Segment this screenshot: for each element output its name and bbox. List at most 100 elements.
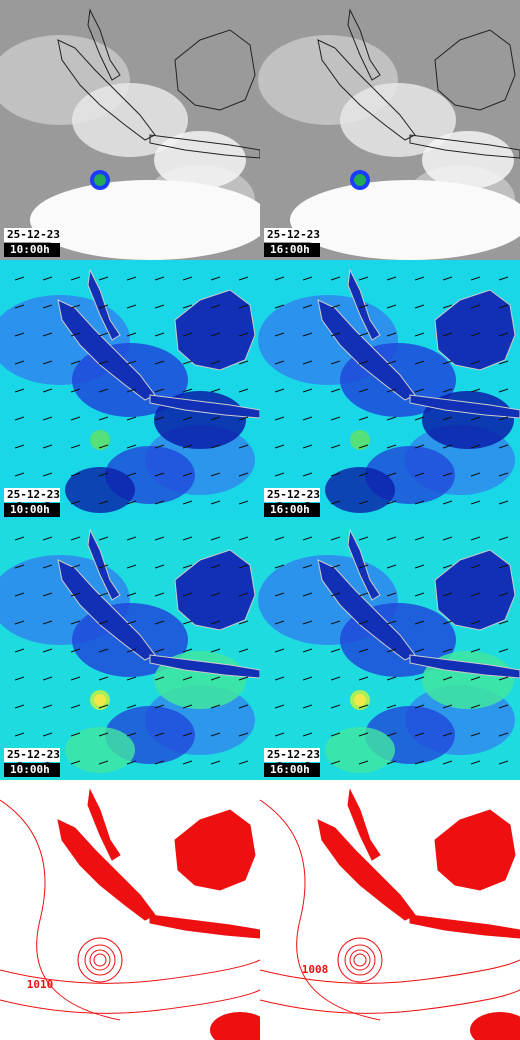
wind-arrow — [386, 500, 397, 505]
wind-arrow — [154, 620, 165, 625]
wind-arrow — [498, 648, 509, 653]
wind-arrow — [238, 360, 249, 365]
wind-arrow — [274, 732, 285, 737]
date-box — [264, 228, 320, 242]
wind-arrow — [498, 444, 509, 449]
wind-arrow — [498, 760, 509, 765]
wind-arrow — [414, 444, 425, 449]
contour-label: 1008 — [302, 963, 329, 976]
wind-arrow — [442, 388, 453, 393]
wind-arrow — [42, 564, 53, 569]
wind-arrow — [302, 332, 313, 337]
wind-arrow — [70, 704, 81, 709]
wind-arrow — [126, 276, 137, 281]
wind-arrow — [98, 388, 109, 393]
wind-arrow — [70, 388, 81, 393]
isobar — [0, 799, 121, 1021]
wind-arrow — [126, 592, 137, 597]
time-box — [4, 503, 60, 517]
wind-arrow — [70, 332, 81, 337]
wind-arrow — [98, 332, 109, 337]
wind-arrow — [498, 304, 509, 309]
wind-arrow — [238, 332, 249, 337]
wind-arrow — [470, 592, 481, 597]
wind-arrow — [14, 472, 25, 477]
map-panel: 25-12-23 16:00h — [258, 520, 520, 780]
wind-arrow — [154, 564, 165, 569]
wind-arrow — [358, 472, 369, 477]
wind-arrow — [274, 564, 285, 569]
wind-arrow — [70, 676, 81, 681]
wind-arrow — [330, 332, 341, 337]
wind-arrow — [498, 360, 509, 365]
wind-arrow — [442, 676, 453, 681]
time-label: 10:00h — [10, 503, 50, 516]
wind-arrow — [42, 592, 53, 597]
isobar — [349, 949, 371, 971]
wind-arrow — [14, 536, 25, 541]
wind-arrow — [14, 304, 25, 309]
cloud-mass — [290, 180, 520, 260]
wind-arrow — [330, 676, 341, 681]
wind-arrow — [386, 304, 397, 309]
wind-arrow — [386, 592, 397, 597]
wind-arrow — [210, 676, 221, 681]
wind-arrow — [498, 676, 509, 681]
wind-arrow — [154, 648, 165, 653]
wind-arrow — [442, 332, 453, 337]
wind-arrow — [70, 276, 81, 281]
wind-arrow — [14, 332, 25, 337]
wind-arrow — [274, 304, 285, 309]
wind-arrow — [442, 304, 453, 309]
wind-arrow — [498, 704, 509, 709]
wind-arrow — [210, 592, 221, 597]
wind-arrow — [470, 388, 481, 393]
wind-arrow — [238, 472, 249, 477]
wind-arrow — [498, 564, 509, 569]
wind-arrow — [414, 304, 425, 309]
wind-arrow — [42, 444, 53, 449]
wind-arrow — [274, 416, 285, 421]
wind-arrow — [210, 472, 221, 477]
wind-arrow — [498, 472, 509, 477]
wind-arrow — [386, 416, 397, 421]
wind-arrow — [182, 444, 193, 449]
wind-arrow — [498, 536, 509, 541]
wind-arrow — [154, 416, 165, 421]
wind-arrow — [414, 388, 425, 393]
wind-arrow — [330, 500, 341, 505]
wind-arrow — [358, 676, 369, 681]
wind-arrow — [42, 536, 53, 541]
wind-arrow — [386, 704, 397, 709]
map-panel: 1008 — [259, 780, 520, 1040]
wind-arrow — [182, 388, 193, 393]
wind-arrow — [182, 416, 193, 421]
wind-arrow — [154, 332, 165, 337]
wind-arrow — [414, 416, 425, 421]
cyclone-core — [94, 174, 106, 186]
wind-arrow — [182, 276, 193, 281]
wind-arrow — [442, 760, 453, 765]
wind-arrow — [182, 704, 193, 709]
wind-arrow — [330, 732, 341, 737]
field-region — [325, 467, 395, 513]
wind-arrow — [126, 536, 137, 541]
wind-arrow — [210, 304, 221, 309]
wind-arrow — [358, 360, 369, 365]
date-box — [264, 488, 320, 502]
wind-arrow — [126, 760, 137, 765]
wind-arrow — [98, 360, 109, 365]
wind-arrow — [498, 592, 509, 597]
wind-arrow — [470, 760, 481, 765]
wind-arrow — [238, 648, 249, 653]
wind-arrow — [126, 732, 137, 737]
wind-arrow — [358, 388, 369, 393]
wind-arrow — [210, 444, 221, 449]
wind-arrow — [470, 620, 481, 625]
wind-arrow — [358, 276, 369, 281]
wind-arrow — [238, 760, 249, 765]
contour-label: 1010 — [27, 978, 54, 991]
wind-arrow — [414, 564, 425, 569]
wind-arrow — [386, 332, 397, 337]
isobar — [0, 989, 261, 1014]
